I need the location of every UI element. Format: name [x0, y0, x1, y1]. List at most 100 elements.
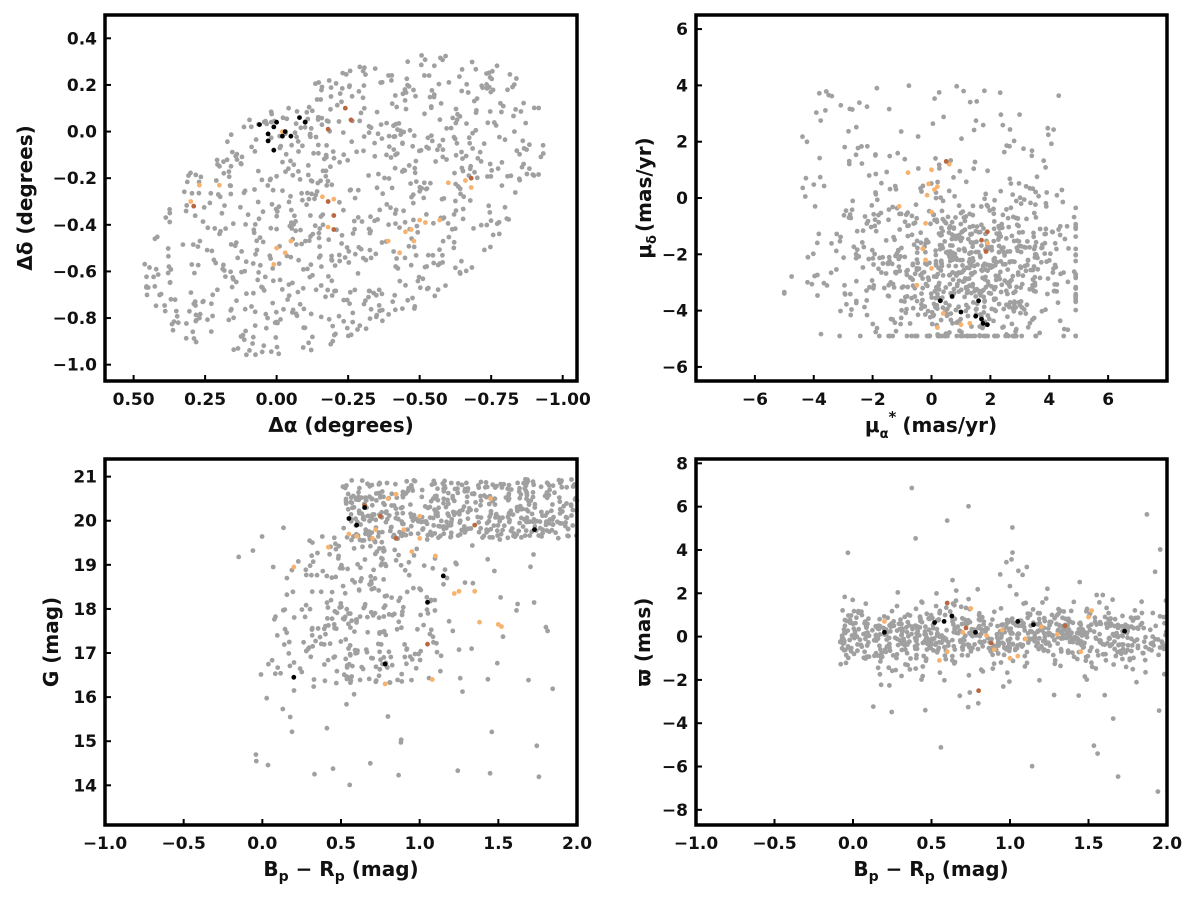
- field-star-point: [1030, 317, 1035, 323]
- field-star-point: [947, 272, 953, 278]
- member-star-point: [325, 224, 331, 230]
- field-star-point: [1048, 251, 1053, 257]
- field-star-point: [563, 514, 569, 520]
- field-star-point: [1135, 645, 1141, 651]
- field-star-point: [477, 149, 483, 155]
- field-star-point: [878, 659, 883, 664]
- field-star-point: [958, 316, 963, 322]
- field-star-point: [410, 488, 416, 493]
- field-star-point: [1050, 229, 1056, 235]
- field-star-point: [538, 154, 544, 160]
- member-star-point: [451, 591, 457, 596]
- member-star-point: [346, 516, 352, 521]
- field-star-point: [300, 143, 305, 149]
- field-star-point: [816, 231, 822, 237]
- field-star-point: [1004, 207, 1009, 212]
- field-star-point: [363, 72, 368, 77]
- field-star-point: [282, 607, 288, 612]
- field-star-point: [1020, 229, 1026, 235]
- field-star-point: [218, 228, 223, 234]
- field-star-point: [476, 485, 482, 491]
- member-star-point: [271, 147, 277, 153]
- field-star-point: [1017, 195, 1023, 201]
- field-star-point: [289, 142, 294, 148]
- field-star-point: [348, 652, 353, 658]
- field-star-point: [392, 307, 398, 313]
- field-star-point: [534, 743, 540, 749]
- field-star-point: [440, 154, 446, 160]
- field-star-point: [438, 55, 443, 61]
- field-star-point: [502, 204, 508, 210]
- field-star-point: [1025, 324, 1031, 330]
- field-star-point: [308, 654, 314, 660]
- field-star-point: [1033, 189, 1038, 195]
- field-star-point: [899, 626, 905, 631]
- field-star-point: [1071, 269, 1077, 275]
- field-star-point: [1018, 310, 1023, 316]
- field-star-point: [377, 308, 383, 314]
- field-star-point: [270, 187, 276, 193]
- field-star-point: [419, 53, 424, 58]
- field-star-point: [433, 509, 439, 515]
- field-star-point: [347, 643, 353, 648]
- field-star-point: [402, 98, 408, 103]
- field-star-point: [977, 333, 983, 339]
- field-star-point: [243, 222, 249, 227]
- field-star-point: [970, 300, 976, 305]
- field-star-point: [284, 575, 290, 581]
- y-tick-label: −0.2: [53, 169, 97, 189]
- field-star-point: [376, 673, 382, 679]
- field-star-point: [1051, 692, 1057, 698]
- field-star-point: [1043, 231, 1049, 237]
- field-star-point: [899, 307, 904, 313]
- field-star-point: [207, 200, 213, 206]
- member-star-point: [980, 320, 986, 326]
- x-axis-label: Δα (degrees): [268, 413, 414, 437]
- field-star-point: [978, 631, 984, 637]
- panel-ra-dec-ticks: 0.50 0.25 0.00 −0.25 −0.50 −0.75 −1.000.40.20.…: [53, 29, 591, 410]
- field-star-point: [1065, 279, 1071, 285]
- field-star-point: [478, 222, 484, 228]
- field-star-point: [403, 282, 408, 288]
- field-star-point: [511, 113, 516, 119]
- field-star-point: [934, 591, 939, 596]
- member-star-point: [949, 613, 955, 619]
- field-star-point: [515, 508, 520, 514]
- field-star-point: [250, 341, 256, 346]
- member-star-point: [929, 167, 934, 173]
- x-tick-label: 1.5: [483, 834, 513, 854]
- member-star-point: [926, 181, 931, 187]
- x-tick-label: −1.0: [674, 834, 719, 854]
- panel-cmd: −1.0 −0.5 0.0 0.5 1.0 1.5 2.02120191817161514 …: [39, 457, 592, 885]
- field-star-point: [321, 642, 327, 647]
- field-star-point: [209, 301, 214, 307]
- field-star-point: [1001, 324, 1006, 330]
- field-star-point: [144, 284, 149, 289]
- field-star-point: [914, 298, 920, 304]
- field-star-point: [886, 635, 892, 641]
- field-star-point: [389, 524, 394, 530]
- field-star-point: [347, 611, 353, 616]
- field-star-point: [344, 325, 350, 331]
- field-star-point: [1016, 230, 1022, 235]
- field-star-point: [411, 553, 417, 558]
- field-star-point: [1073, 299, 1079, 305]
- field-star-point: [318, 589, 324, 595]
- field-star-point: [919, 291, 924, 296]
- field-star-point: [395, 127, 400, 132]
- field-star-point: [1049, 141, 1054, 147]
- field-star-point: [972, 288, 977, 294]
- field-star-point: [1031, 230, 1036, 236]
- field-star-point: [329, 253, 334, 259]
- field-star-point: [428, 529, 433, 535]
- field-star-point: [1069, 630, 1074, 636]
- field-star-point: [986, 290, 992, 296]
- field-star-point: [989, 247, 995, 253]
- field-star-point: [908, 656, 913, 661]
- field-star-point: [312, 196, 317, 202]
- field-star-point: [849, 207, 855, 213]
- field-star-point: [443, 283, 448, 288]
- field-star-point: [857, 637, 863, 643]
- member-star-point: [257, 122, 262, 127]
- field-star-point: [985, 313, 991, 318]
